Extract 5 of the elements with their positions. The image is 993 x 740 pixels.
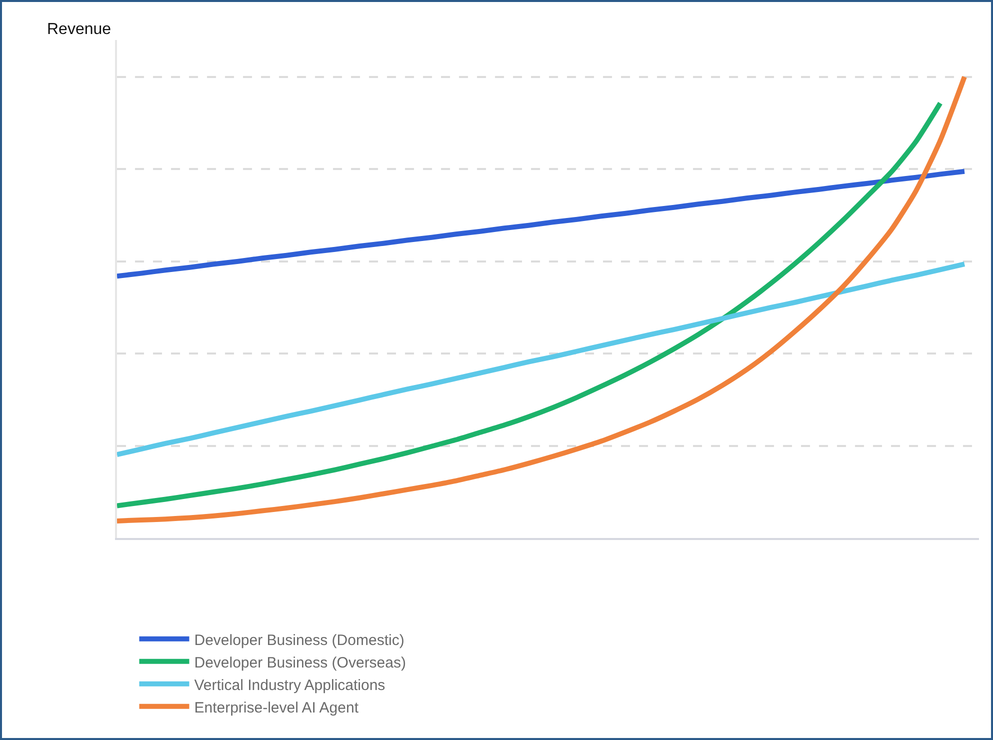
legend-label: Enterprise-level AI Agent (194, 699, 360, 716)
y-axis-title: Revenue (47, 21, 112, 38)
legend-label: Developer Business (Overseas) (194, 654, 406, 672)
legend-label: Developer Business (Domestic) (194, 632, 404, 649)
legend-label: Vertical Industry Applications (194, 676, 386, 694)
